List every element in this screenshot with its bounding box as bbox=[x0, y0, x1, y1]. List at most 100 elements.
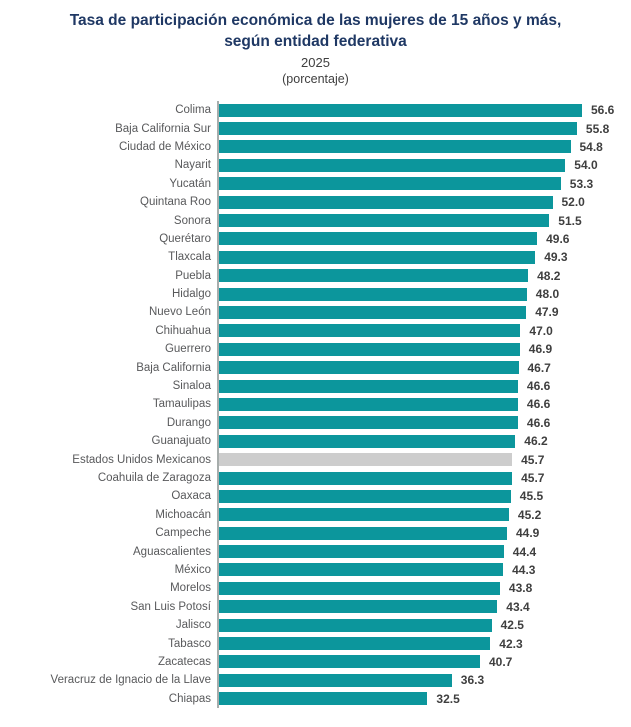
value-label: 46.7 bbox=[527, 360, 551, 375]
bar-zone: 43.8 bbox=[217, 579, 631, 598]
category-label: Michoacán bbox=[155, 508, 211, 521]
chart-row: Tabasco 42.3 bbox=[0, 634, 631, 653]
category-label: Nayarit bbox=[174, 159, 211, 172]
bar-zone: 46.6 bbox=[217, 376, 631, 396]
value-label: 46.6 bbox=[526, 415, 551, 430]
value-label: 45.7 bbox=[521, 471, 545, 485]
category-label: Tamaulipas bbox=[152, 398, 211, 411]
value-label: 45.2 bbox=[517, 507, 542, 522]
chart-row: Jalisco 42.5 bbox=[0, 615, 631, 635]
chart-row: Guerrero 46.9 bbox=[0, 340, 631, 359]
chart-row: México 44.3 bbox=[0, 560, 631, 580]
chart-row: Ciudad de México 54.8 bbox=[0, 137, 631, 157]
category-label: Veracruz de Ignacio de la Llave bbox=[50, 674, 211, 687]
category-label: Baja California Sur bbox=[115, 122, 211, 135]
category-label: Tabasco bbox=[168, 637, 211, 650]
value-label: 44.4 bbox=[512, 544, 537, 559]
bar-highlighted bbox=[219, 453, 513, 467]
bar bbox=[219, 214, 550, 228]
chart-row: Coahuila de Zaragoza 45.7 bbox=[0, 468, 631, 488]
bar bbox=[219, 581, 500, 595]
category-label: Morelos bbox=[170, 582, 211, 595]
chart-row: Hidalgo 48.0 bbox=[0, 284, 631, 304]
chart-row: Chihuahua 47.0 bbox=[0, 321, 631, 341]
category-label: Puebla bbox=[175, 269, 211, 282]
chart-row: Chiapas 32.5 bbox=[0, 689, 631, 708]
bar-zone: 46.2 bbox=[217, 432, 631, 451]
category-label: México bbox=[174, 563, 211, 576]
category-label: Durango bbox=[166, 416, 211, 429]
bar-zone: 47.0 bbox=[217, 321, 631, 341]
bar bbox=[219, 416, 518, 430]
chart-row: Yucatán 53.3 bbox=[0, 174, 631, 193]
bar-zone: 43.4 bbox=[217, 597, 631, 616]
bar bbox=[219, 305, 527, 319]
bar bbox=[219, 342, 520, 356]
bar bbox=[219, 103, 582, 117]
chart-row: Oaxaca 45.5 bbox=[0, 487, 631, 506]
bar bbox=[219, 195, 553, 209]
value-label: 44.9 bbox=[516, 526, 540, 541]
category-label: Sinaloa bbox=[172, 380, 211, 393]
category-label: Sonora bbox=[173, 214, 211, 227]
category-label: Nuevo León bbox=[148, 306, 211, 319]
bar-zone: 44.3 bbox=[217, 560, 631, 580]
bar-zone: 49.3 bbox=[217, 248, 631, 267]
bar-zone: 46.6 bbox=[217, 395, 631, 414]
value-label: 51.5 bbox=[558, 213, 582, 228]
bar-zone: 45.5 bbox=[217, 487, 631, 506]
bar bbox=[219, 287, 527, 301]
value-label: 54.0 bbox=[574, 158, 598, 173]
chart-row: Tamaulipas 46.6 bbox=[0, 395, 631, 414]
chart-row: Baja California 46.7 bbox=[0, 358, 631, 377]
value-label: 52.0 bbox=[561, 195, 585, 210]
bar-zone: 45.7 bbox=[217, 450, 631, 469]
category-label: Jalisco bbox=[175, 619, 211, 632]
bar-zone: 32.5 bbox=[217, 689, 631, 708]
bar-zone: 48.2 bbox=[217, 266, 631, 285]
chart-title-line2: según entidad federativa bbox=[224, 33, 407, 50]
category-label: Guanajuato bbox=[151, 435, 211, 448]
bar-zone: 53.3 bbox=[217, 174, 631, 193]
bar bbox=[219, 140, 571, 154]
value-label: 49.6 bbox=[546, 231, 570, 246]
chart-title: Tasa de participación económica de las m… bbox=[0, 10, 631, 52]
chart-row: Nayarit 54.0 bbox=[0, 156, 631, 175]
bar bbox=[219, 177, 561, 191]
value-label: 49.3 bbox=[544, 250, 568, 265]
value-label: 48.0 bbox=[535, 287, 560, 302]
category-label: Colima bbox=[175, 104, 211, 117]
chart-row: Nuevo León 47.9 bbox=[0, 303, 631, 322]
bar bbox=[219, 269, 529, 283]
bar bbox=[219, 673, 452, 687]
value-label: 45.7 bbox=[521, 452, 545, 467]
chart-row: Quintana Roo 52.0 bbox=[0, 192, 631, 212]
bar bbox=[219, 361, 519, 375]
chart-row: Tlaxcala 49.3 bbox=[0, 248, 631, 267]
category-label: Campeche bbox=[155, 527, 211, 540]
category-label: San Luis Potosí bbox=[130, 600, 211, 613]
bar-zone: 47.9 bbox=[217, 303, 631, 322]
value-label: 46.9 bbox=[528, 342, 553, 357]
bar-zone: 46.9 bbox=[217, 340, 631, 359]
value-label: 47.0 bbox=[529, 323, 553, 338]
bar-zone: 40.7 bbox=[217, 652, 631, 672]
bar bbox=[219, 250, 536, 264]
bar bbox=[219, 637, 491, 651]
bar bbox=[219, 618, 492, 632]
chart-row: San Luis Potosí 43.4 bbox=[0, 597, 631, 616]
chart-row: Estados Unidos Mexicanos 45.7 bbox=[0, 450, 631, 469]
value-label: 56.6 bbox=[591, 103, 615, 118]
category-label: Coahuila de Zaragoza bbox=[97, 472, 211, 484]
value-label: 48.2 bbox=[537, 268, 561, 283]
chart-row: Campeche 44.9 bbox=[0, 523, 631, 543]
bar bbox=[219, 563, 504, 577]
bar bbox=[219, 379, 518, 393]
bar bbox=[219, 655, 480, 669]
bar-zone: 49.6 bbox=[217, 229, 631, 249]
bar-chart: Colima 56.6 Baja California Sur 55.8 Ciudad … bbox=[0, 101, 631, 708]
value-label: 46.6 bbox=[526, 397, 551, 412]
chart-row: Baja California Sur 55.8 bbox=[0, 119, 631, 138]
bar bbox=[219, 489, 511, 503]
category-label: Aguascalientes bbox=[133, 545, 211, 558]
